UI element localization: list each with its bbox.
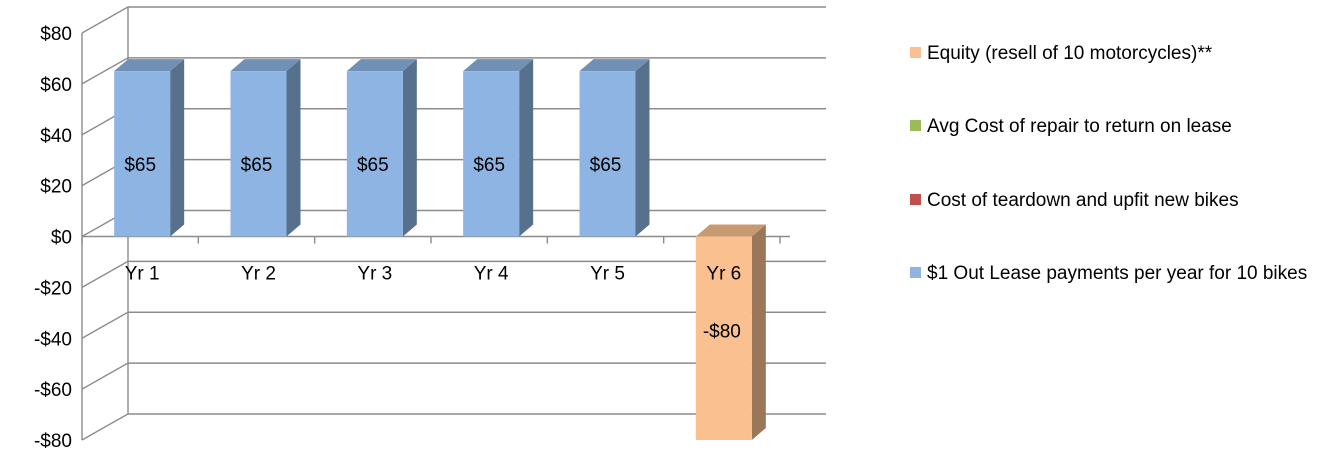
legend-swatch-teardown: [910, 194, 921, 205]
bar: [463, 59, 534, 237]
axes: [81, 7, 790, 440]
bar-side: [519, 59, 534, 237]
legend-label-equity: Equity (resell of 10 motorcycles)**: [927, 43, 1213, 64]
legend-label-repair: Avg Cost of repair to return on lease: [927, 116, 1232, 137]
bar-front: [695, 236, 752, 440]
bar-top: [579, 59, 650, 72]
y-tick-label: $20: [40, 177, 72, 198]
gridline: [81, 108, 826, 136]
gridline: [81, 57, 826, 85]
bar-side: [170, 59, 185, 237]
y-tick-label: -$80: [34, 431, 72, 452]
bar-front: [579, 71, 636, 237]
legend-swatch-lease: [910, 267, 921, 278]
y-tick-label: -$20: [34, 278, 72, 299]
y-tick-label: -$40: [34, 329, 72, 350]
gridline: [81, 6, 826, 34]
y-tick-label: $0: [51, 228, 72, 249]
y-tick-label: -$60: [34, 380, 72, 401]
bar-top: [230, 59, 301, 72]
bar-top: [114, 59, 185, 72]
bar: [114, 59, 185, 237]
y-tick-labels: $80 $60 $40 $20 $0 -$20 -$40 -$60 -$80: [34, 24, 72, 452]
x-category-label: Yr 3: [357, 264, 392, 285]
bars: [114, 59, 766, 440]
x-category-label: Yr 1: [125, 264, 160, 285]
data-label: $65: [473, 155, 505, 176]
y-tick-label: $60: [40, 75, 72, 96]
bar-front: [346, 71, 403, 237]
legend-swatch-repair: [910, 120, 921, 131]
bar-top: [346, 59, 417, 72]
legend-label-lease: $1 Out Lease payments per year for 10 bi…: [927, 263, 1308, 284]
bar: [579, 59, 650, 237]
x-category-label: Yr 2: [241, 264, 276, 285]
x-category-label: Yr 6: [706, 264, 741, 285]
legend-swatch-equity: [910, 47, 921, 58]
x-category-label: Yr 4: [474, 264, 509, 285]
bar: [230, 59, 301, 237]
bar-front: [114, 71, 171, 237]
bar: [346, 59, 417, 237]
data-label: -$80: [703, 321, 741, 342]
data-label: $65: [241, 155, 273, 176]
data-label: $65: [124, 155, 156, 176]
bar-side: [635, 59, 650, 237]
y-tick-label: $40: [40, 126, 72, 147]
legend-label-teardown: Cost of teardown and upfit new bikes: [927, 190, 1239, 211]
bar-side: [402, 59, 417, 237]
legend-item-lease: $1 Out Lease payments per year for 10 bi…: [910, 261, 1320, 287]
legend-item-repair: Avg Cost of repair to return on lease: [910, 114, 1232, 140]
data-labels: $65 $65 $65 $65 $65 -$80: [124, 155, 741, 342]
bar-top: [463, 59, 534, 72]
data-label: $65: [357, 155, 389, 176]
legend-item-equity: Equity (resell of 10 motorcycles)**: [910, 41, 1212, 67]
y-tick-label: $80: [40, 24, 72, 45]
data-label: $65: [590, 155, 622, 176]
bar-front: [463, 71, 520, 237]
bar-side: [286, 59, 301, 237]
gridline: [81, 158, 826, 187]
x-category-label: Yr 5: [590, 264, 625, 285]
x-category-labels: Yr 1 Yr 2 Yr 3 Yr 4 Yr 5 Yr 6: [125, 264, 742, 285]
bar-top: [695, 224, 766, 237]
bar-front: [230, 71, 287, 237]
legend-item-teardown: Cost of teardown and upfit new bikes: [910, 188, 1239, 214]
bar: [695, 224, 766, 440]
bar-side: [751, 224, 766, 440]
